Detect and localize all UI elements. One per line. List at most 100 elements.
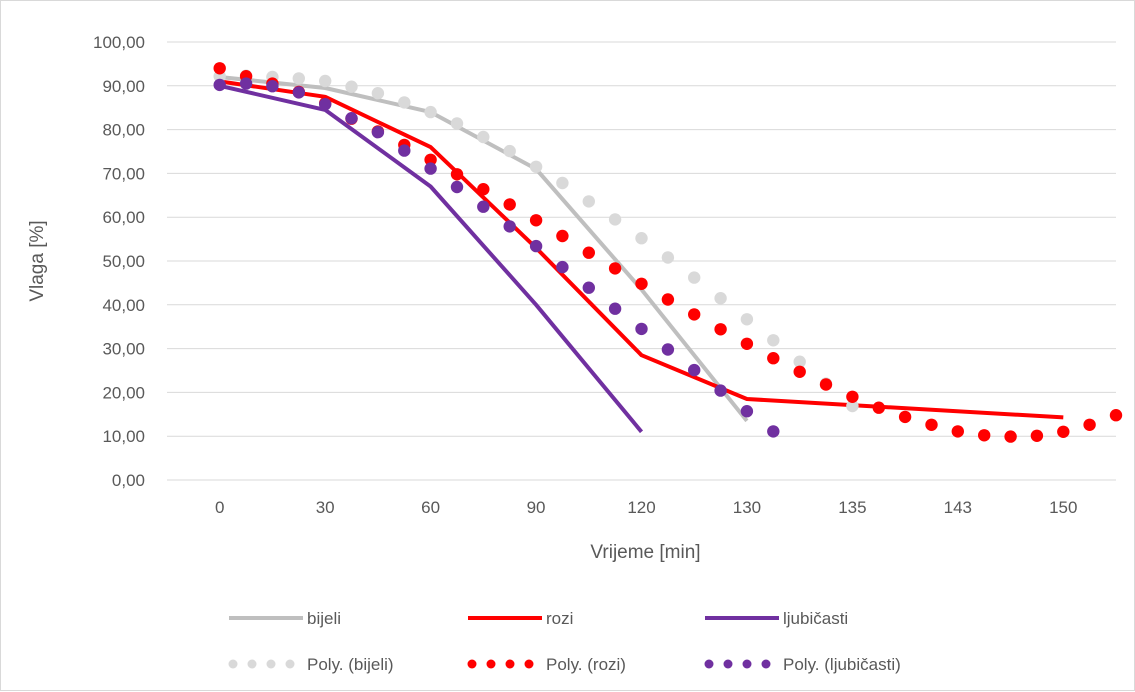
y-tick-label: 70,00 (102, 164, 145, 183)
trendline-dot (345, 81, 357, 93)
legend-swatch-dot (525, 660, 534, 669)
legend-label: Poly. (ljubičasti) (783, 655, 901, 674)
legend-label: rozi (546, 609, 573, 628)
trendline-dot (688, 364, 700, 376)
legend-label: Poly. (rozi) (546, 655, 626, 674)
trendline-dot (688, 271, 700, 283)
x-tick-label: 135 (838, 498, 866, 517)
legend-swatch-dot (248, 660, 257, 669)
trendline-dot (662, 343, 674, 355)
trendline-dot (372, 126, 384, 138)
y-tick-label: 50,00 (102, 252, 145, 271)
trendline-dot (398, 144, 410, 156)
trendline-dot (504, 220, 516, 232)
trendline-dot (451, 168, 463, 180)
trendline-dot (319, 98, 331, 110)
trendline-dot (978, 429, 990, 441)
trendline-dot (1110, 409, 1122, 421)
legend-swatch-dot (267, 660, 276, 669)
trendline-dot (741, 338, 753, 350)
trendline-dot (214, 79, 226, 91)
trendline-dot (820, 378, 832, 390)
trendline-dot (1031, 430, 1043, 442)
y-tick-label: 80,00 (102, 121, 145, 140)
trendline-dot (609, 303, 621, 315)
series-line (220, 81, 1064, 417)
y-tick-label: 100,00 (93, 33, 145, 52)
trendline-dot (583, 282, 595, 294)
x-tick-label: 30 (316, 498, 335, 517)
legend-swatch-dot (468, 660, 477, 669)
y-tick-label: 90,00 (102, 77, 145, 96)
trendline-dot (530, 161, 542, 173)
trendline-dot (556, 230, 568, 242)
x-tick-label: 130 (733, 498, 761, 517)
trendline-dot (293, 86, 305, 98)
y-tick-label: 60,00 (102, 208, 145, 227)
series-line (220, 86, 642, 432)
trendline-dot (214, 62, 226, 74)
trendline-dot (635, 278, 647, 290)
trendline-dot (504, 145, 516, 157)
x-tick-label: 143 (944, 498, 972, 517)
trendline-dot (714, 323, 726, 335)
legend-swatch-dot (743, 660, 752, 669)
series-line (220, 77, 747, 421)
trendline-dot (714, 384, 726, 396)
trendline-dot (767, 425, 779, 437)
trendline-dot (424, 162, 436, 174)
x-tick-label: 0 (215, 498, 224, 517)
trendline-dot (424, 106, 436, 118)
legend-label: bijeli (307, 609, 341, 628)
trendline-dot (714, 292, 726, 304)
y-tick-label: 30,00 (102, 340, 145, 359)
trendline-dot (530, 214, 542, 226)
legend-label: Poly. (bijeli) (307, 655, 394, 674)
trendline-dot (477, 131, 489, 143)
trendline-dot (1057, 426, 1069, 438)
trendline-dot (556, 261, 568, 273)
x-tick-label: 90 (527, 498, 546, 517)
trendline-dot (266, 80, 278, 92)
trendline-dot (293, 72, 305, 84)
trendline-dot (925, 419, 937, 431)
trendline-dot (767, 352, 779, 364)
legend-swatch-dot (487, 660, 496, 669)
trendline-dot (240, 77, 252, 89)
trendline-dot (609, 213, 621, 225)
legend-swatch-dot (506, 660, 515, 669)
trendline-dot (662, 293, 674, 305)
trendline-dot (451, 181, 463, 193)
legend-swatch-dot (705, 660, 714, 669)
trendline-dot (556, 177, 568, 189)
trendline-dot (477, 201, 489, 213)
y-tick-label: 40,00 (102, 296, 145, 315)
trendline-dot (688, 308, 700, 320)
trendline-dot (319, 75, 331, 87)
legend-swatch-dot (229, 660, 238, 669)
trendline-dot (1083, 419, 1095, 431)
trendline-dot (767, 334, 779, 346)
trendline-dot (899, 411, 911, 423)
trendline-dot (345, 112, 357, 124)
trendline-dot (662, 251, 674, 263)
series-lines (220, 77, 1064, 432)
trendline-dot (873, 402, 885, 414)
x-axis-title: Vrijeme [min] (590, 542, 700, 563)
trendline-dot (530, 240, 542, 252)
legend-swatch-dot (724, 660, 733, 669)
trendline-dots (214, 62, 1135, 443)
legend-swatch-dot (762, 660, 771, 669)
y-tick-labels: 0,0010,0020,0030,0040,0050,0060,0070,008… (93, 33, 145, 490)
x-tick-label: 150 (1049, 498, 1077, 517)
trendline-dot (451, 117, 463, 129)
y-tick-label: 10,00 (102, 427, 145, 446)
trendline-dot (741, 405, 753, 417)
trendline-dot (1004, 430, 1016, 442)
trendline-dot (794, 366, 806, 378)
trendline-dot (477, 183, 489, 195)
trendline-dot (635, 323, 647, 335)
